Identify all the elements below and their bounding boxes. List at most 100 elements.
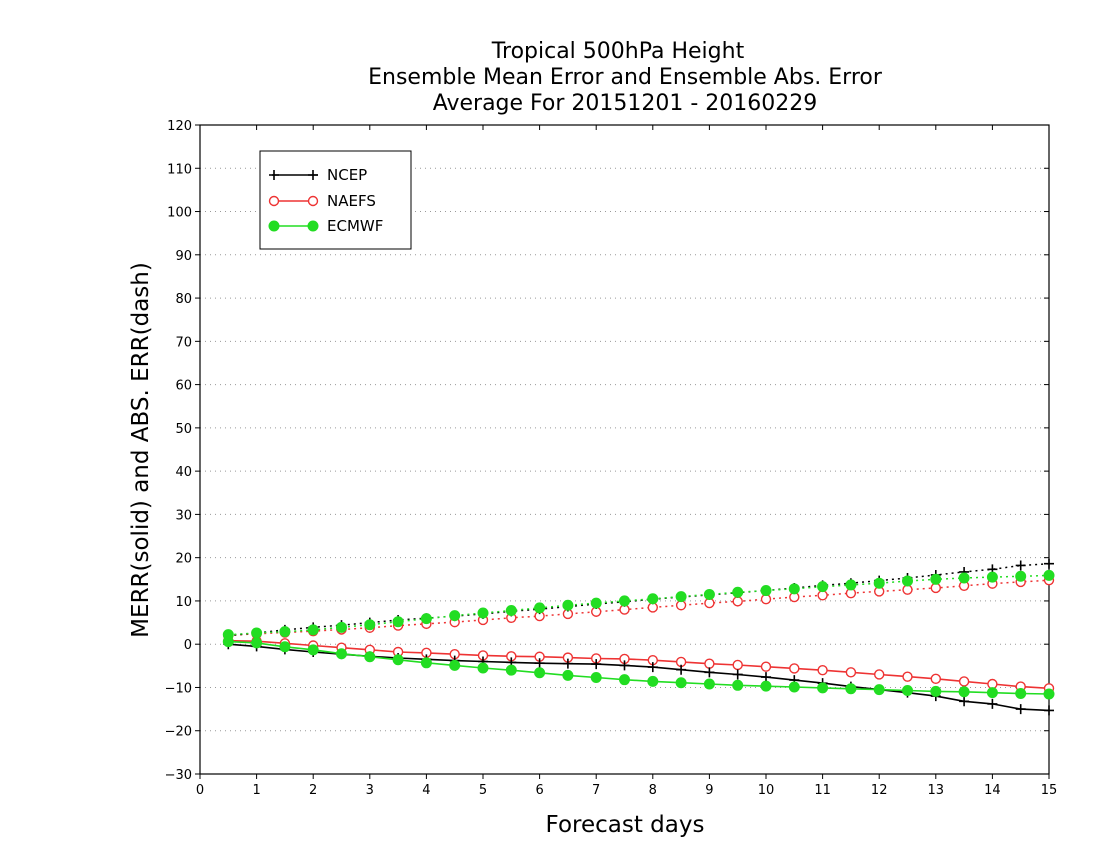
merr-point-ncep [647,662,658,673]
abs-err-point-ecmwf [788,583,800,595]
x-tick-label: 10 [758,783,775,798]
x-tick-label: 8 [649,783,657,798]
legend-box [259,150,412,250]
series-ecmwf [222,569,1055,700]
abs-err-point-naefs [760,594,772,605]
y-axis-title: MERR(solid) and ABS. ERR(dash) [128,262,154,638]
merr-point-ncep [676,664,687,675]
y-tick-label: 10 [175,595,192,610]
merr-point-ecmwf [336,648,347,660]
merr-point-ecmwf [307,644,319,656]
x-tick-label: 11 [814,783,831,798]
merr-point-ecmwf [505,664,517,676]
merr-point-ecmwf [392,654,404,666]
abs-err-point-ecmwf [336,621,347,633]
merr-point-ecmwf [873,684,885,696]
abs-err-line-ncep [228,562,1050,637]
x-tick-label: 5 [479,783,487,798]
legend-marker-naefs [268,195,280,207]
merr-point-ecmwf [449,659,461,671]
merr-point-naefs [958,676,970,687]
abs-err-point-ecmwf [1043,569,1055,581]
abs-err-point-naefs [817,590,828,601]
abs-err-point-ecmwf [873,577,885,589]
abs-err-point-naefs [930,582,941,594]
y-tick-label: 80 [175,292,192,307]
y-tick-label: 50 [175,422,192,437]
abs-err-point-ecmwf [562,599,574,611]
abs-err-line-ecmwf [228,574,1050,636]
merr-point-ncep [619,660,630,671]
merr-point-ecmwf [534,667,546,679]
legend-markers [268,170,319,232]
merr-point-naefs [704,658,715,669]
legend-marker-ncep [308,170,318,180]
merr-point-ecmwf [675,677,687,689]
merr-point-ecmwf [562,669,574,681]
merr-point-naefs [760,661,772,672]
abs-err-point-ecmwf [703,588,715,600]
merr-point-ecmwf [703,678,715,690]
merr-point-ecmwf [958,686,970,698]
abs-err-line-naefs [228,579,1050,637]
merr-point-ecmwf [845,683,857,695]
merr-point-naefs [789,663,800,674]
merr-point-ecmwf [986,687,998,699]
abs-err-point-naefs [732,596,743,607]
title-line-3: Average For 20151201 - 20160229 [433,91,818,116]
merr-point-naefs [987,678,998,690]
merr-point-ecmwf [930,685,942,697]
merr-point-ncep [987,698,998,709]
x-axis: 0 1 2 3 4 5 6 7 8 9 10 11 12 13 14 15 [196,125,1057,798]
x-tick-label: 6 [535,783,543,798]
merr-point-ncep [761,672,771,683]
abs-err-point-ecmwf [675,591,687,603]
x-tick-label: 1 [252,783,260,798]
y-tick-label: −10 [165,681,192,696]
abs-err-point-naefs [704,597,715,609]
merr-point-ecmwf [590,672,602,684]
abs-err-point-ecmwf [647,593,659,605]
legend: NCEP NAEFS ECMWF [259,150,412,250]
abs-err-point-ecmwf [505,604,517,616]
merr-point-ncep [1015,704,1026,715]
merr-point-ecmwf [1043,688,1055,700]
merr-point-ncep [959,696,970,707]
abs-err-point-ecmwf [477,607,489,619]
x-tick-label: 0 [196,783,204,798]
y-tick-label: 0 [184,638,192,653]
y-tick-label: −20 [165,725,192,740]
merr-point-ecmwf [817,682,829,694]
abs-err-point-ecmwf [307,624,319,636]
series-naefs [223,574,1055,694]
x-tick-label: 12 [871,783,888,798]
title-line-2: Ensemble Mean Error and Ensemble Abs. Er… [368,65,883,90]
merr-point-naefs [874,669,885,680]
merr-point-ncep [562,658,573,669]
y-tick-label: 90 [175,249,192,264]
merr-point-naefs [902,671,913,682]
merr-point-ecmwf [364,651,376,663]
x-tick-label: 2 [309,783,317,798]
series-layer [222,558,1055,716]
merr-point-naefs [732,659,743,671]
y-tick-label: 70 [175,335,192,350]
abs-err-point-ecmwf [1015,570,1027,582]
merr-point-ecmwf [279,641,291,653]
x-tick-label: 9 [705,783,713,798]
abs-err-point-ecmwf [420,613,432,625]
plot-frame [199,124,1050,775]
abs-err-point-naefs [675,600,687,611]
merr-point-ecmwf [760,680,772,692]
abs-err-point-ecmwf [251,627,263,639]
legend-marker-naefs [307,195,319,207]
abs-err-point-ecmwf [817,581,829,593]
merr-line-ecmwf [228,640,1050,695]
abs-err-point-ecmwf [619,595,630,607]
merr-point-ecmwf [477,662,489,674]
y-tick-label: 110 [167,162,192,177]
legend-marker-ecmwf [268,220,280,232]
x-tick-label: 15 [1041,783,1058,798]
